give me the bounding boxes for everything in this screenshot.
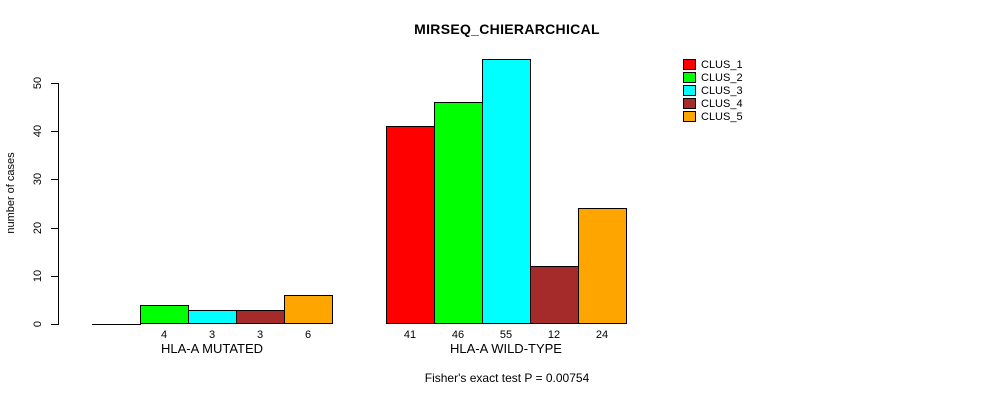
legend-row: CLUS_3 [683, 84, 743, 97]
y-tick-label: 50 [32, 76, 44, 90]
bar-clus_5 [578, 208, 627, 324]
bar-value-label: 6 [304, 329, 312, 341]
legend-label: CLUS_4 [701, 97, 743, 110]
bar-value-label: 4 [160, 329, 168, 341]
legend-swatch-clus_5 [683, 111, 696, 122]
chart-title: MIRSEQ_CHIERARCHICAL [414, 21, 600, 37]
bar-zero-clus_1 [92, 324, 141, 325]
bar-clus_5 [284, 295, 333, 324]
y-tick-mark [51, 276, 59, 277]
y-tick-label: 10 [32, 269, 44, 283]
x-group-label: HLA-A WILD-TYPE [450, 341, 562, 356]
bar-value-label: 24 [595, 329, 609, 341]
legend-row: CLUS_4 [683, 97, 743, 110]
y-tick-label: 20 [32, 221, 44, 235]
legend-label: CLUS_2 [701, 71, 743, 84]
bar-value-label: 3 [208, 329, 216, 341]
legend: CLUS_1 CLUS_2 CLUS_3 CLUS_4 CLUS_5 [683, 58, 743, 123]
bar-value-label: 46 [451, 329, 465, 341]
legend-label: CLUS_1 [701, 58, 743, 71]
legend-row: CLUS_2 [683, 71, 743, 84]
bar-clus_4 [530, 266, 579, 324]
bar-clus_4 [236, 310, 285, 324]
x-group-label: HLA-A MUTATED [160, 341, 264, 356]
legend-label: CLUS_5 [701, 110, 743, 123]
legend-row: CLUS_5 [683, 110, 743, 123]
y-tick-label: 40 [32, 124, 44, 138]
y-tick-label: 0 [32, 320, 44, 328]
fisher-test-caption: Fisher's exact test P = 0.00754 [424, 371, 590, 385]
bar-value-label: 12 [547, 329, 561, 341]
y-tick-mark [51, 228, 59, 229]
bar-clus_2 [140, 305, 189, 324]
legend-swatch-clus_2 [683, 72, 696, 83]
bar-value-label: 55 [499, 329, 513, 341]
legend-row: CLUS_1 [683, 58, 743, 71]
bar-clus_3 [482, 59, 531, 324]
y-tick-mark [51, 131, 59, 132]
bar-value-label: 41 [403, 329, 417, 341]
y-tick-mark [51, 324, 59, 325]
bar-clus_3 [188, 310, 237, 324]
y-tick-mark [51, 83, 59, 84]
y-tick-mark [51, 179, 59, 180]
bar-clus_1 [386, 126, 435, 324]
legend-swatch-clus_3 [683, 85, 696, 96]
y-tick-label: 30 [32, 172, 44, 186]
bar-value-label: 3 [256, 329, 264, 341]
legend-swatch-clus_1 [683, 59, 696, 70]
legend-label: CLUS_3 [701, 84, 743, 97]
y-axis-line [58, 83, 59, 325]
legend-swatch-clus_4 [683, 98, 696, 109]
bar-clus_2 [434, 102, 483, 324]
